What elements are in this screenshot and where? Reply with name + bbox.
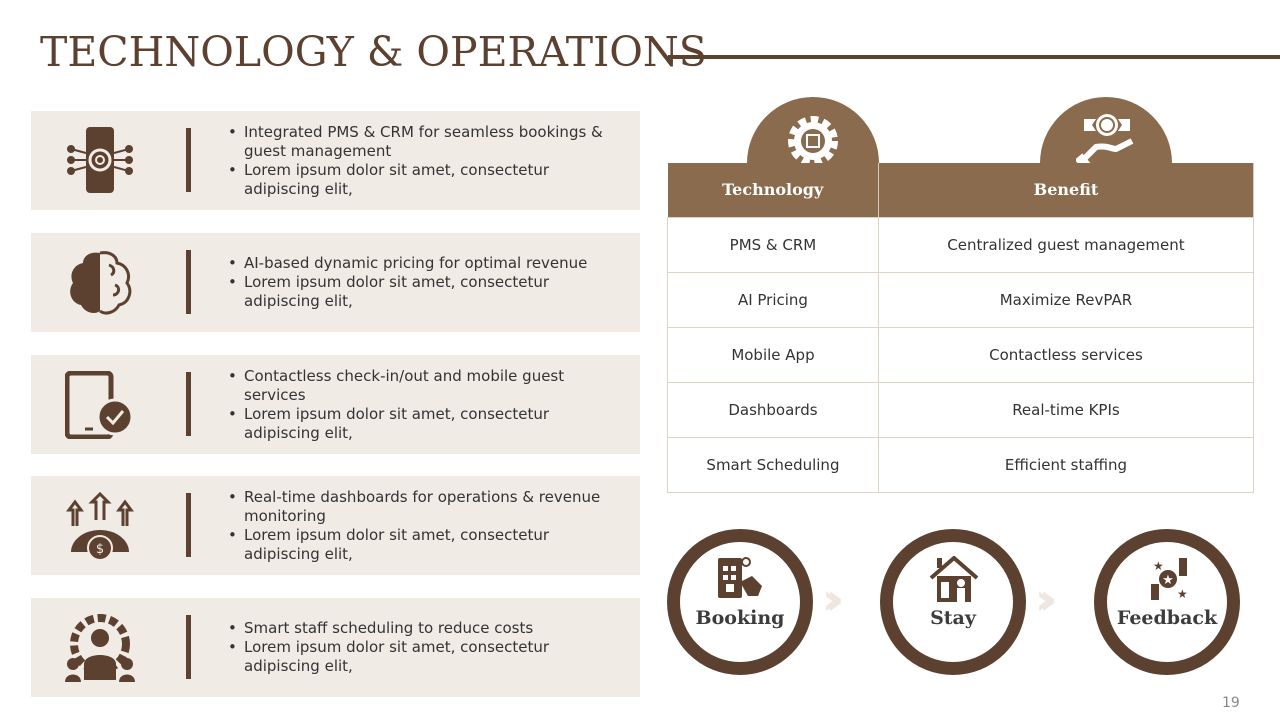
table-row: PMS & CRM Centralized guest management xyxy=(667,216,1255,273)
bullet: Lorem ipsum dolor sit amet, consectetur … xyxy=(228,273,628,311)
chevron-right-icon: ›› xyxy=(822,574,845,625)
bullet: Integrated PMS & CRM for seamless bookin… xyxy=(228,123,628,161)
technology-cell: PMS & CRM xyxy=(667,216,879,273)
bullet-list: Real-time dashboards for operations & re… xyxy=(228,476,628,575)
benefit-cell: Real-time KPIs xyxy=(877,381,1255,438)
table-row: Mobile App Contactless services xyxy=(667,326,1255,383)
bullet-list: Integrated PMS & CRM for seamless bookin… xyxy=(228,111,628,210)
journey-label: Feedback xyxy=(1116,607,1218,629)
divider-bar xyxy=(186,372,191,436)
tablet-check-icon xyxy=(65,371,134,439)
column-header-benefit: Benefit xyxy=(878,163,1255,217)
svg-text:★: ★ xyxy=(1153,559,1164,573)
benefit-cell: Contactless services xyxy=(877,326,1255,383)
title-rule xyxy=(668,55,1280,59)
bullet-list: AI-based dynamic pricing for optimal rev… xyxy=(228,233,628,332)
svg-text:$: $ xyxy=(96,542,104,557)
technology-cell: AI Pricing xyxy=(667,271,879,328)
slide-title: TECHNOLOGY & OPERATIONS xyxy=(40,28,707,76)
table-row: AI Pricing Maximize RevPAR xyxy=(667,271,1255,328)
technology-cell: Smart Scheduling xyxy=(667,436,879,493)
page-number: 19 xyxy=(1222,695,1240,711)
mobile-booking-hand-icon xyxy=(718,557,762,598)
column-header-technology: Technology xyxy=(667,163,879,217)
table-header-row: Technology Benefit xyxy=(667,163,1255,217)
journey-step-booking: Booking xyxy=(667,529,813,675)
svg-text:★: ★ xyxy=(1177,587,1188,601)
journey-step-stay: Stay xyxy=(880,529,1026,675)
feature-card-scheduling: Smart staff scheduling to reduce costsLo… xyxy=(31,598,640,697)
bullet: Lorem ipsum dolor sit amet, consectetur … xyxy=(228,526,628,564)
bullet: Lorem ipsum dolor sit amet, consectetur … xyxy=(228,638,628,676)
staff-gear-icon xyxy=(65,614,135,682)
bullet: Contactless check-in/out and mobile gues… xyxy=(228,367,628,405)
smartphone-gear-circuit-icon xyxy=(67,127,133,193)
bullet: Lorem ipsum dolor sit amet, consectetur … xyxy=(228,161,628,199)
technology-cell: Mobile App xyxy=(667,326,879,383)
technology-cell: Dashboards xyxy=(667,381,879,438)
bullet: Lorem ipsum dolor sit amet, consectetur … xyxy=(228,405,628,443)
bullet-list: Smart staff scheduling to reduce costsLo… xyxy=(228,598,628,697)
divider-bar xyxy=(186,250,191,314)
bullet: Real-time dashboards for operations & re… xyxy=(228,488,628,526)
gear-dollar-arrows-icon: $ xyxy=(66,492,134,560)
bullet: AI-based dynamic pricing for optimal rev… xyxy=(228,254,628,273)
svg-text:★: ★ xyxy=(1162,573,1174,588)
journey-label: Stay xyxy=(930,607,976,629)
brain-icon xyxy=(70,251,132,315)
feature-card-dashboards: $ Real-time dashboards for operations & … xyxy=(31,476,640,575)
technology-benefit-table: Technology Benefit PMS & CRM Centralized … xyxy=(667,163,1255,493)
divider-bar xyxy=(186,615,191,679)
benefit-cell: Centralized guest management xyxy=(877,216,1255,273)
feature-card-ai-pricing: AI-based dynamic pricing for optimal rev… xyxy=(31,233,640,332)
star-rating-hands-icon: ★★★ xyxy=(1151,558,1188,601)
gear-chip-icon xyxy=(788,116,838,166)
bullet-list: Contactless check-in/out and mobile gues… xyxy=(228,355,628,454)
benefit-cell: Efficient staffing xyxy=(877,436,1255,493)
house-guest-icon xyxy=(929,556,979,602)
table-row: Smart Scheduling Efficient staffing xyxy=(667,436,1255,493)
feature-card-mobile: Contactless check-in/out and mobile gues… xyxy=(31,355,640,454)
benefit-cell: Maximize RevPAR xyxy=(877,271,1255,328)
chevron-right-icon: ›› xyxy=(1035,574,1058,625)
divider-bar xyxy=(186,128,191,192)
divider-bar xyxy=(186,493,191,557)
feature-card-pms-crm: Integrated PMS & CRM for seamless bookin… xyxy=(31,111,640,210)
journey-step-feedback: ★ ★ ★ Feedback xyxy=(1094,529,1240,675)
hand-award-icon xyxy=(1076,114,1134,171)
table-row: Dashboards Real-time KPIs xyxy=(667,381,1255,438)
journey-label: Booking xyxy=(695,607,785,629)
bullet: Smart staff scheduling to reduce costs xyxy=(228,619,628,638)
